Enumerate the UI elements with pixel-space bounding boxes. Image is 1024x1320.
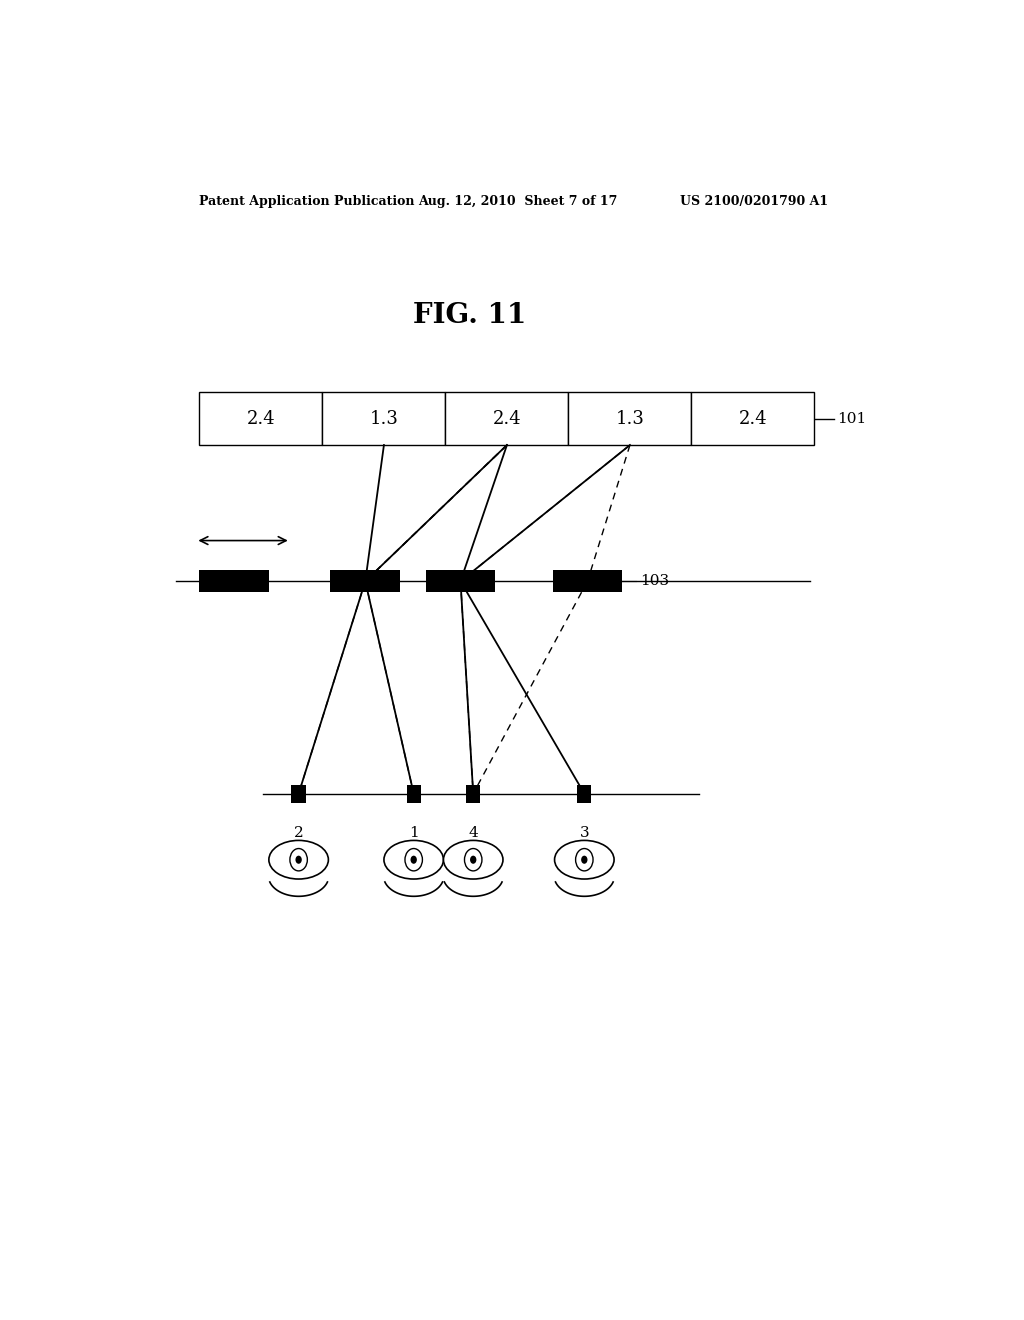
Bar bbox=[466, 784, 480, 803]
Bar bbox=[407, 784, 421, 803]
Ellipse shape bbox=[411, 855, 417, 863]
Text: 1.3: 1.3 bbox=[615, 409, 644, 428]
Ellipse shape bbox=[404, 849, 423, 871]
Ellipse shape bbox=[582, 855, 588, 863]
Text: US 2100/0201790 A1: US 2100/0201790 A1 bbox=[680, 194, 827, 207]
Ellipse shape bbox=[575, 849, 593, 871]
Ellipse shape bbox=[465, 849, 482, 871]
Text: Aug. 12, 2010  Sheet 7 of 17: Aug. 12, 2010 Sheet 7 of 17 bbox=[418, 194, 617, 207]
Text: Patent Application Publication: Patent Application Publication bbox=[200, 194, 415, 207]
Bar bbox=[553, 570, 623, 593]
Ellipse shape bbox=[384, 841, 443, 879]
Text: 2.4: 2.4 bbox=[247, 409, 275, 428]
Bar bbox=[426, 570, 496, 593]
Bar bbox=[200, 392, 323, 445]
Ellipse shape bbox=[555, 841, 614, 879]
Text: 1.3: 1.3 bbox=[370, 409, 398, 428]
Bar bbox=[578, 784, 592, 803]
Text: 101: 101 bbox=[837, 412, 866, 425]
Text: 2.4: 2.4 bbox=[493, 409, 521, 428]
Ellipse shape bbox=[296, 855, 302, 863]
Text: 1: 1 bbox=[409, 826, 419, 840]
Text: 2.4: 2.4 bbox=[738, 409, 767, 428]
Text: 4: 4 bbox=[468, 826, 478, 840]
Bar bbox=[568, 392, 691, 445]
Ellipse shape bbox=[443, 841, 503, 879]
Ellipse shape bbox=[290, 849, 307, 871]
Bar bbox=[323, 392, 445, 445]
Bar bbox=[445, 392, 568, 445]
Text: FIG. 11: FIG. 11 bbox=[413, 302, 526, 330]
Ellipse shape bbox=[269, 841, 329, 879]
Text: 103: 103 bbox=[640, 574, 669, 589]
Ellipse shape bbox=[470, 855, 476, 863]
Text: 3: 3 bbox=[580, 826, 589, 840]
Text: 2: 2 bbox=[294, 826, 303, 840]
Bar bbox=[200, 570, 269, 593]
Bar bbox=[691, 392, 814, 445]
Bar bbox=[331, 570, 400, 593]
Bar bbox=[292, 784, 306, 803]
